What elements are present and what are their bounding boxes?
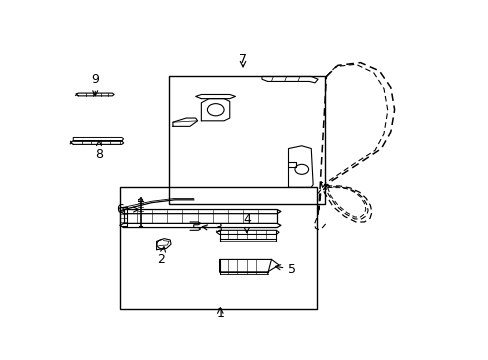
Text: 8: 8 bbox=[95, 141, 103, 161]
Text: 3: 3 bbox=[202, 222, 222, 235]
Text: 1: 1 bbox=[216, 307, 224, 320]
Text: 5: 5 bbox=[275, 262, 296, 276]
Bar bbox=[169, 76, 324, 204]
Text: 4: 4 bbox=[243, 213, 250, 233]
Text: 7: 7 bbox=[239, 53, 246, 66]
Bar bbox=[120, 187, 316, 309]
Text: 2: 2 bbox=[157, 247, 165, 266]
Text: 9: 9 bbox=[91, 73, 99, 96]
Text: 6: 6 bbox=[116, 203, 138, 216]
